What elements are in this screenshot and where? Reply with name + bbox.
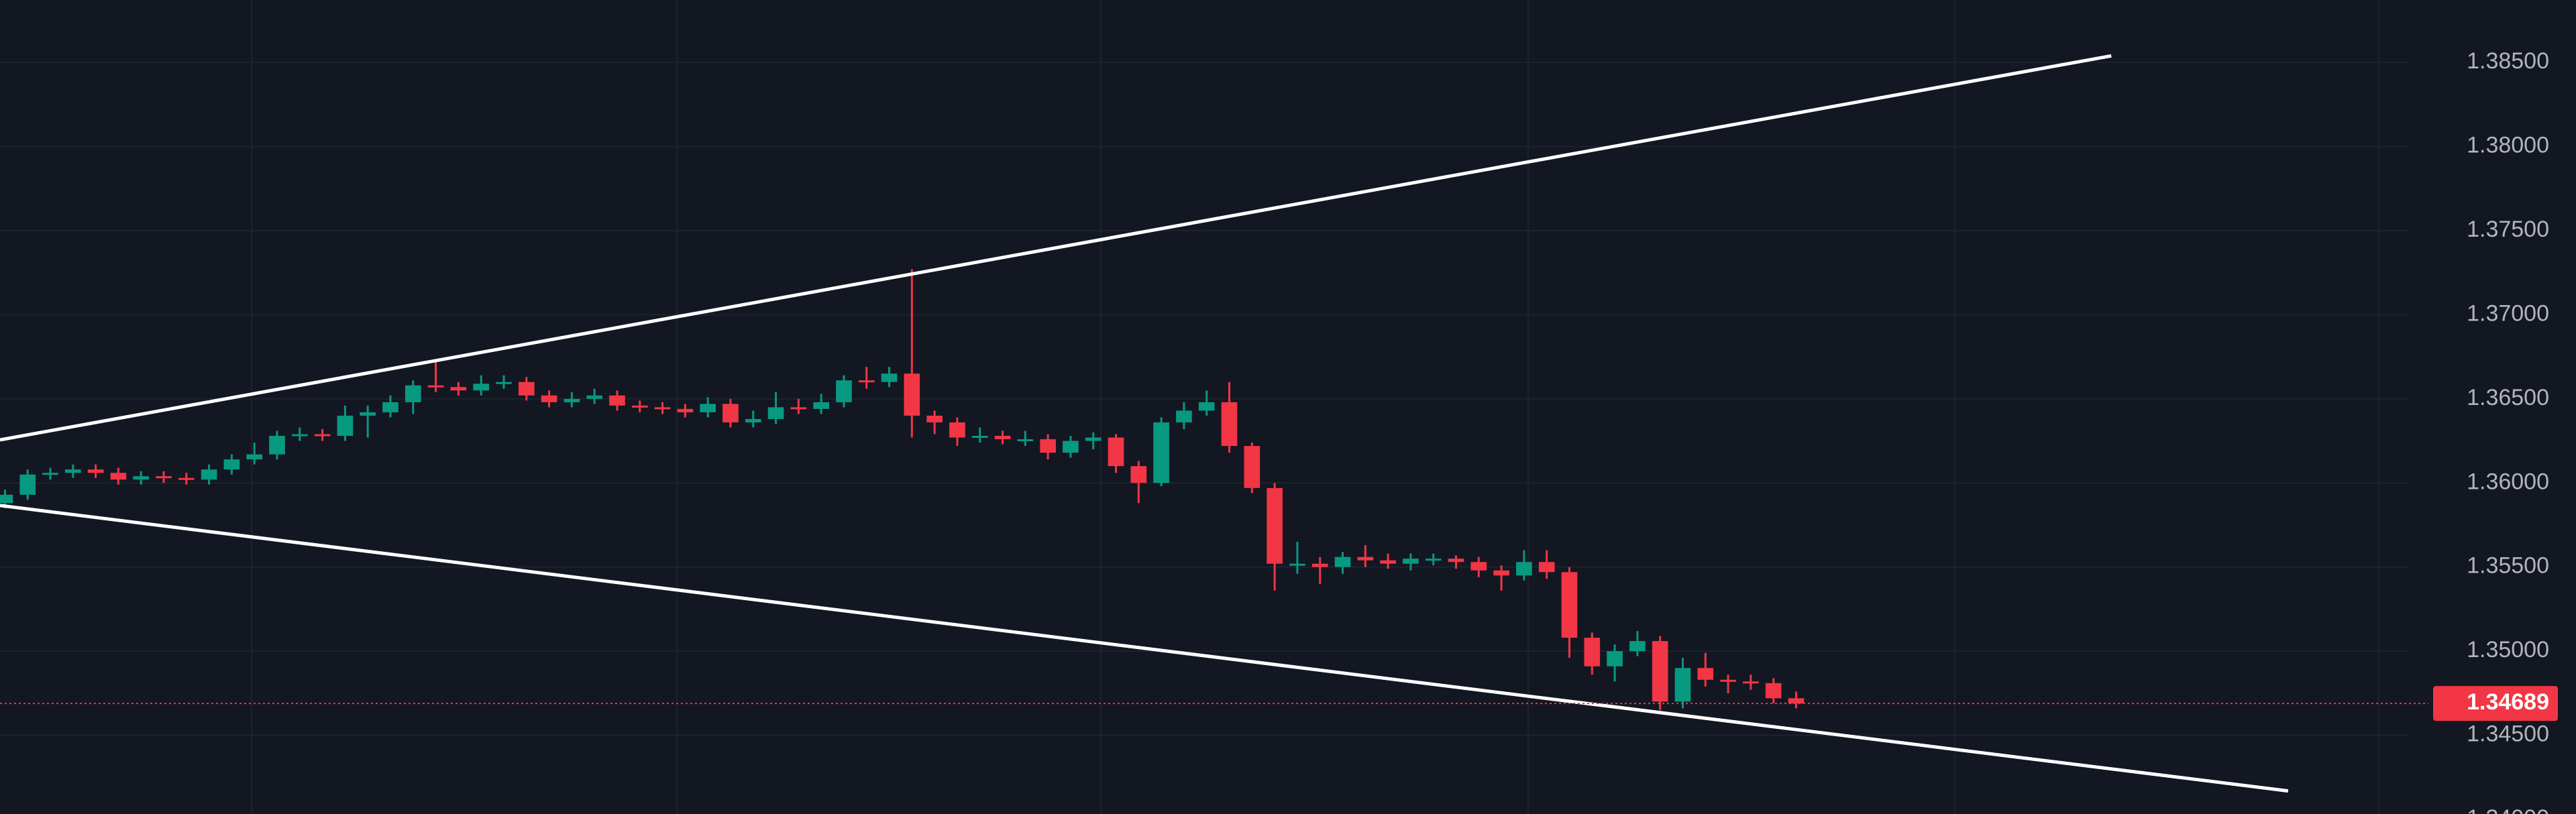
candle-body [87,469,104,473]
candle-body [767,407,784,419]
candle-body [382,402,398,412]
candle-body [971,436,988,439]
candle-body [541,395,557,402]
y-tick-label: 1.37000 [2467,300,2549,326]
candle-body [1108,437,1124,467]
candle-body [1448,559,1464,563]
candle-body [1652,641,1668,702]
candle-body [1720,679,1736,682]
y-tick-label: 1.35000 [2467,637,2549,662]
y-tick-label: 1.36000 [2467,469,2549,494]
candle-body [1040,439,1056,453]
last-price-box [2433,686,2558,721]
candle-body [1403,559,1419,564]
candle-body [1629,641,1646,652]
candle-body [722,404,739,422]
candle-body [904,373,920,416]
candle-body [0,494,13,504]
candle-body [427,385,444,388]
candle-body [291,434,308,437]
candle-body [949,422,965,438]
candle-body [42,473,58,475]
candle-body [201,469,217,480]
candle-body [836,380,852,402]
candle-body [1561,572,1578,638]
y-tick-label: 1.35500 [2467,553,2549,579]
candle-body [564,398,580,402]
candle-body [1425,559,1442,561]
candle-body [133,476,150,480]
candle-body [1743,681,1759,684]
trendline [0,54,2112,442]
candle-body [156,476,172,479]
candle-body [223,459,240,470]
candle-body [64,469,81,473]
candle-body [745,418,761,422]
candle-body [1130,466,1147,483]
candle-body [1221,402,1238,447]
candle-body [405,385,421,402]
candle-body [450,387,467,391]
candle-body [654,407,671,410]
candle-body [1289,563,1305,566]
candle-body [1674,668,1691,702]
candle-body [677,408,694,412]
candle-body [994,436,1011,440]
candle-body [586,395,603,399]
candle-body [881,373,898,382]
candle-body [1516,562,1532,576]
candle-body [700,404,716,412]
candle-body [1584,638,1601,666]
candle-body [1788,698,1805,704]
candle-body [1380,560,1396,564]
candle-body [178,477,195,480]
candle-body [337,415,354,437]
candle-body [1493,570,1509,576]
candle-body [473,384,490,391]
y-tick-label: 1.37500 [2467,217,2549,242]
candle-body [246,454,263,460]
candle-body [1607,651,1623,666]
candle-body [1765,683,1782,699]
candle-body [1470,562,1487,571]
candle-body [360,412,376,416]
candle-body [1244,446,1260,488]
candle-body [1538,562,1555,573]
candle-body [1357,557,1374,561]
candle-body [1198,402,1215,411]
candle-body [1334,557,1351,567]
candle-body [269,436,285,455]
candle-body [813,402,829,409]
candle-body [518,382,535,396]
candle-body [1153,422,1169,483]
candle-body [314,434,331,437]
candle-body [926,415,943,422]
y-tick-label: 1.38500 [2467,48,2549,74]
time-grid [251,0,2379,814]
y-tick-label: 1.34500 [2467,721,2549,747]
candle-body [1063,441,1079,453]
y-tick-label: 1.36500 [2467,385,2549,410]
candle-body [631,405,648,408]
candle-body [496,382,512,384]
candle-body [1697,668,1714,680]
candle-body [1267,487,1283,564]
y-tick-label: 1.38000 [2467,132,2549,158]
candle-body [1017,439,1034,442]
candle-body [19,474,36,495]
y-tick-label: 1.34000 [2467,805,2549,814]
candle-body [1176,410,1192,422]
last-price-label: 1.34689 [2467,689,2549,715]
candle-body [790,407,807,410]
trendline [0,504,2289,793]
candle-body [858,380,875,383]
candle-body [1311,563,1328,567]
candle-body [1085,437,1102,441]
candle-body [110,473,127,480]
candle-body [609,395,625,406]
